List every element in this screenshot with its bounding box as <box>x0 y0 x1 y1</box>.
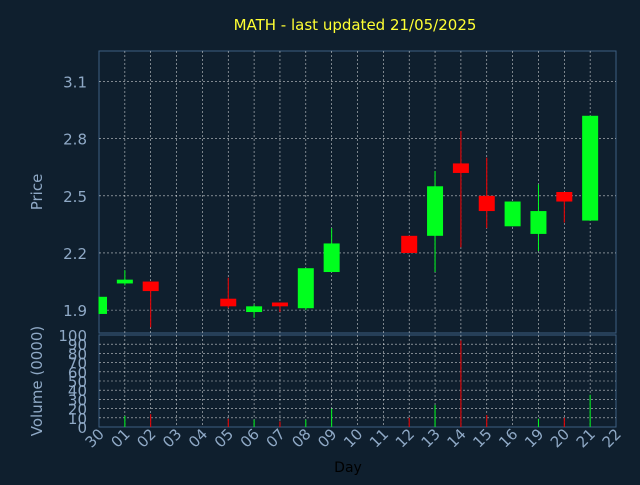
candle-body <box>556 192 573 202</box>
candle <box>504 201 521 227</box>
candle <box>556 192 573 223</box>
volume-tick-label: 30 <box>68 391 87 409</box>
candle-body <box>401 235 418 253</box>
candle <box>452 131 469 248</box>
price-tick-label: 2.2 <box>63 245 87 263</box>
price-tick-label: 2.5 <box>63 188 87 206</box>
candle <box>478 157 495 229</box>
candle-body <box>99 296 107 314</box>
candle-body <box>582 115 599 221</box>
volume-tick-label: 20 <box>68 401 87 419</box>
candle <box>323 228 340 273</box>
candle <box>401 235 418 253</box>
volume-tick-label: 40 <box>68 382 87 400</box>
volume-tick-label: 10 <box>68 410 87 428</box>
candle <box>297 268 314 311</box>
candle <box>142 281 159 328</box>
price-axis-label: Price <box>28 174 46 211</box>
price-tick-label: 3.1 <box>63 73 87 91</box>
candle-body <box>504 201 521 227</box>
volume-tick-label: 80 <box>68 345 87 363</box>
candle <box>220 277 237 309</box>
candle <box>246 304 263 318</box>
volume-tick-label: 50 <box>68 373 87 391</box>
candle-body <box>478 195 495 212</box>
candle <box>271 302 288 313</box>
candle-body <box>530 211 547 234</box>
candle-body <box>271 302 288 307</box>
candle-body <box>142 281 159 292</box>
candle <box>98 296 107 314</box>
candle-body <box>116 279 133 284</box>
x-axis-label: Day <box>334 460 362 476</box>
price-panel: 3.1 2.8 2.5 2.2 1.9 <box>63 50 617 334</box>
candle <box>530 184 547 252</box>
candle <box>582 115 599 221</box>
price-tick-label: 1.9 <box>63 302 87 320</box>
candle-body <box>297 268 314 309</box>
candle-body <box>323 243 340 273</box>
volume-tick-label: 100 <box>58 327 87 345</box>
candle-body <box>452 163 469 173</box>
candle-body <box>220 298 237 307</box>
volume-tick-label: 0 <box>77 419 87 437</box>
chart-title: MATH - last updated 21/05/2025 <box>234 16 477 34</box>
candle <box>427 171 444 273</box>
volume-axis-label: Volume (0000) <box>28 326 46 436</box>
volume-tick-label: 70 <box>68 355 87 373</box>
volume-tick-label: 90 <box>68 336 87 354</box>
candle <box>116 270 133 286</box>
price-tick-label: 2.8 <box>63 131 87 149</box>
volume-tick-label: 60 <box>68 364 87 382</box>
candle-body <box>246 306 263 313</box>
candle-body <box>427 186 444 236</box>
